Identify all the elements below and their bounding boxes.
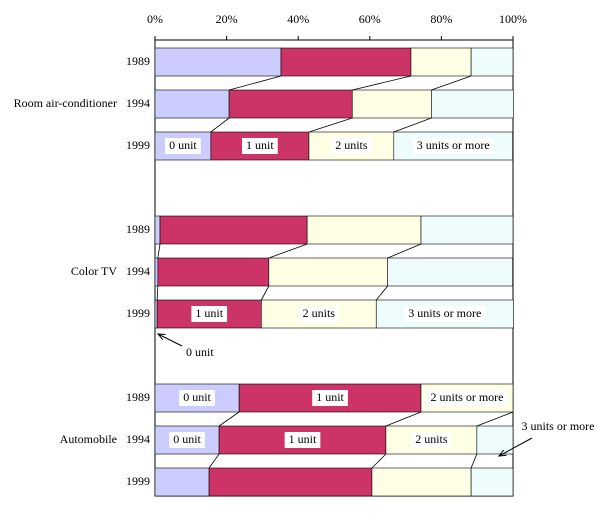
bar-segment (154, 257, 159, 287)
connector (375, 285, 389, 301)
bar-label: 3 units or more (417, 138, 490, 152)
y-tick-label: 1999 (126, 138, 150, 152)
bar-segment (306, 215, 422, 245)
connector (431, 75, 472, 91)
bar-label-box (284, 432, 321, 448)
connector (476, 411, 514, 427)
connector (208, 453, 220, 469)
bar-label-box (331, 138, 372, 154)
bar-segment (154, 89, 230, 119)
x-tick-label: 40% (287, 12, 309, 26)
connector (308, 117, 353, 133)
annotation: 3 units or more (522, 419, 595, 433)
annotation: 0 unit (186, 345, 214, 359)
y-tick-label: 1989 (126, 54, 150, 68)
connector (371, 453, 387, 469)
connector (387, 243, 422, 259)
connector (218, 411, 240, 427)
bar-segment (470, 467, 514, 497)
y-tick-label: 1999 (126, 474, 150, 488)
bar-segment (154, 467, 210, 497)
y-tick-label: 1989 (126, 222, 150, 236)
bar-segment (351, 89, 432, 119)
bar-label: 1 unit (316, 390, 344, 404)
bar-segment (431, 89, 514, 119)
bar-label: 3 units or more (408, 306, 481, 320)
bar-label-box (191, 306, 228, 322)
bar-label: 0 unit (169, 138, 197, 152)
group-label: Room air-conditioner (14, 96, 117, 110)
bar-label: 1 unit (246, 138, 274, 152)
connector (156, 285, 159, 301)
connector (157, 243, 161, 259)
bar-segment (154, 299, 158, 329)
bar-label-box (411, 432, 452, 448)
bar-label: 0 unit (183, 390, 211, 404)
bar-label: 1 unit (289, 432, 317, 446)
y-tick-label: 1994 (126, 432, 150, 446)
bar-label: 0 unit (173, 432, 201, 446)
connector (229, 75, 282, 91)
bar-label: 2 units (303, 306, 336, 320)
x-tick-label: 80% (430, 12, 452, 26)
bar-segment (157, 257, 270, 287)
bar-label-box (165, 138, 201, 154)
connector (393, 117, 432, 133)
bar-segment (159, 215, 308, 245)
bar-label-box (169, 432, 205, 448)
bar-segment (280, 47, 412, 77)
bar-label-box (426, 390, 508, 406)
connector (352, 75, 412, 91)
y-tick-label: 1994 (126, 264, 150, 278)
x-tick-label: 60% (359, 12, 381, 26)
bar-label: 2 units (335, 138, 368, 152)
connector (470, 453, 478, 469)
bar-segment (470, 47, 514, 77)
bar-segment (420, 215, 514, 245)
annotation-arrow (499, 437, 533, 456)
bar-label-box (242, 138, 278, 154)
x-tick-label: 20% (216, 12, 238, 26)
bar-segment (208, 467, 373, 497)
bar-segment (228, 89, 353, 119)
bar-segment (387, 257, 513, 287)
x-tick-label: 0% (147, 12, 163, 26)
bar-label: 2 units or more (430, 390, 503, 404)
annotation-arrow (158, 334, 183, 347)
bar-segment (410, 47, 472, 77)
bar-segment (154, 215, 161, 245)
connector (210, 117, 230, 133)
y-tick-label: 1999 (126, 306, 150, 320)
bar-segment (371, 467, 472, 497)
bar-label-box (298, 306, 339, 322)
bar-label-box (179, 390, 215, 406)
bar-label: 1 unit (195, 306, 223, 320)
x-tick-label: 100% (499, 12, 527, 26)
bar-label-box (312, 390, 348, 406)
bar-label-box (412, 138, 494, 154)
bar-label-box (404, 306, 486, 322)
connector (268, 243, 308, 259)
bar-segment (476, 425, 514, 455)
connector (385, 411, 422, 427)
group-label: Automobile (60, 432, 117, 446)
connector (260, 285, 270, 301)
y-tick-label: 1989 (126, 390, 150, 404)
bar-segment (154, 47, 282, 77)
y-tick-label: 1994 (126, 96, 150, 110)
group-label: Color TV (71, 264, 117, 278)
bar-segment (268, 257, 388, 287)
bar-label: 2 units (415, 432, 448, 446)
